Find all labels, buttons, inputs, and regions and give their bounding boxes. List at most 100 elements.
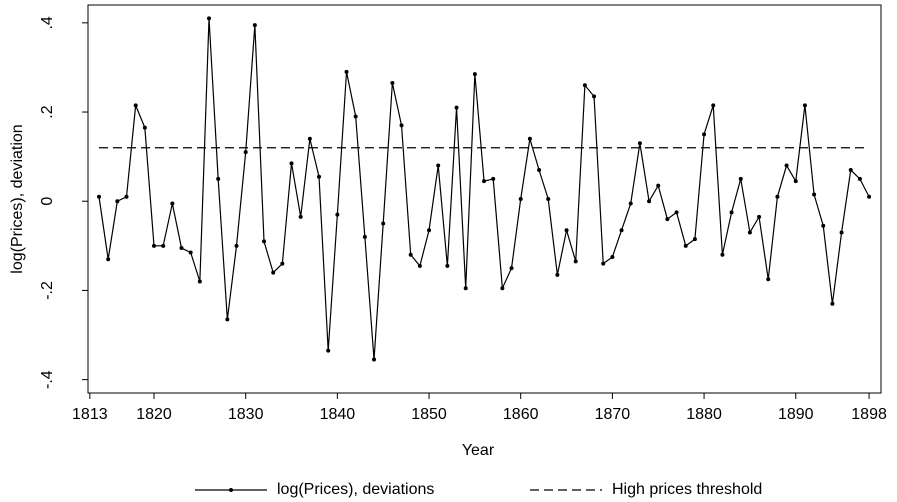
data-point — [207, 16, 212, 21]
data-point — [427, 228, 432, 233]
data-point — [491, 176, 496, 181]
data-point — [436, 163, 441, 168]
data-point — [225, 317, 230, 322]
data-point — [463, 286, 468, 291]
data-point — [307, 136, 312, 141]
data-point — [216, 176, 221, 181]
y-tick-label: .4 — [39, 16, 56, 29]
data-point — [243, 150, 248, 155]
data-point — [142, 125, 147, 130]
data-point — [152, 243, 157, 248]
y-axis-label: log(Prices), deviation — [9, 124, 26, 273]
data-point — [555, 272, 560, 277]
data-point — [124, 194, 129, 199]
data-point — [527, 136, 532, 141]
x-tick-label: 1870 — [595, 406, 631, 423]
data-point — [509, 266, 514, 271]
x-tick-label: 1850 — [411, 406, 447, 423]
x-tick-label: 1890 — [778, 406, 814, 423]
data-point — [711, 103, 716, 108]
data-point — [775, 194, 780, 199]
data-point — [848, 168, 853, 173]
data-point — [592, 94, 597, 99]
x-tick-label: 1820 — [136, 406, 172, 423]
data-point — [197, 279, 202, 284]
data-point — [115, 199, 120, 204]
data-point — [683, 243, 688, 248]
x-axis-label: Year — [462, 442, 495, 459]
data-point — [802, 103, 807, 108]
x-tick-label: 1860 — [503, 406, 539, 423]
y-tick-label: -.4 — [39, 370, 56, 389]
legend-label: log(Prices), deviations — [277, 481, 434, 498]
data-point — [381, 221, 386, 226]
data-point — [766, 277, 771, 282]
data-point — [170, 201, 175, 206]
data-point — [692, 237, 697, 242]
data-point — [161, 243, 166, 248]
data-point — [399, 123, 404, 128]
data-point — [317, 174, 322, 179]
data-point — [537, 168, 542, 173]
data-point — [262, 239, 267, 244]
plot-frame — [87, 4, 882, 394]
data-point — [867, 194, 872, 199]
data-point — [601, 261, 606, 266]
data-point — [747, 230, 752, 235]
data-point — [280, 261, 285, 266]
data-point — [417, 263, 422, 268]
data-point — [252, 23, 257, 28]
data-point — [298, 214, 303, 219]
legend-label: High prices threshold — [612, 481, 762, 498]
data-point — [445, 263, 450, 268]
data-point — [362, 234, 367, 239]
data-point — [821, 223, 826, 228]
y-tick-label: -.2 — [39, 281, 56, 300]
data-point — [335, 212, 340, 217]
data-point — [106, 257, 111, 262]
data-point — [857, 176, 862, 181]
data-line — [98, 18, 870, 360]
data-point — [188, 250, 193, 255]
data-point — [674, 210, 679, 215]
data-point — [500, 286, 505, 291]
data-point — [839, 230, 844, 235]
y-tick-label: 0 — [39, 197, 56, 206]
data-point — [353, 114, 358, 119]
data-point — [729, 210, 734, 215]
data-point — [738, 176, 743, 181]
data-point — [518, 197, 523, 201]
x-tick-label: 1880 — [686, 406, 722, 423]
x-tick-label: 1830 — [228, 406, 264, 423]
data-point — [702, 132, 707, 137]
data-point — [408, 252, 413, 257]
data-point — [344, 69, 349, 74]
data-point — [482, 179, 487, 184]
data-point — [546, 197, 551, 201]
data-point — [372, 357, 377, 362]
data-point — [582, 83, 587, 88]
x-tick-label: 1898 — [851, 406, 887, 423]
data-point — [271, 270, 276, 275]
data-point — [628, 201, 633, 206]
data-point — [793, 179, 798, 184]
data-point — [472, 72, 477, 77]
data-point — [97, 194, 102, 199]
data-point — [619, 228, 624, 233]
data-point — [564, 228, 569, 233]
x-tick-label: 1840 — [320, 406, 356, 423]
data-point — [289, 161, 294, 166]
data-point — [830, 301, 835, 306]
data-point — [573, 259, 578, 264]
x-tick-label: 1813 — [72, 406, 108, 423]
data-point — [234, 243, 239, 248]
legend-marker — [229, 488, 233, 492]
data-point — [326, 348, 331, 353]
data-point — [784, 163, 789, 168]
y-tick-label: .2 — [39, 105, 56, 118]
data-point — [647, 199, 652, 204]
data-point — [390, 81, 395, 86]
data-point — [610, 254, 615, 259]
data-point — [757, 214, 762, 219]
